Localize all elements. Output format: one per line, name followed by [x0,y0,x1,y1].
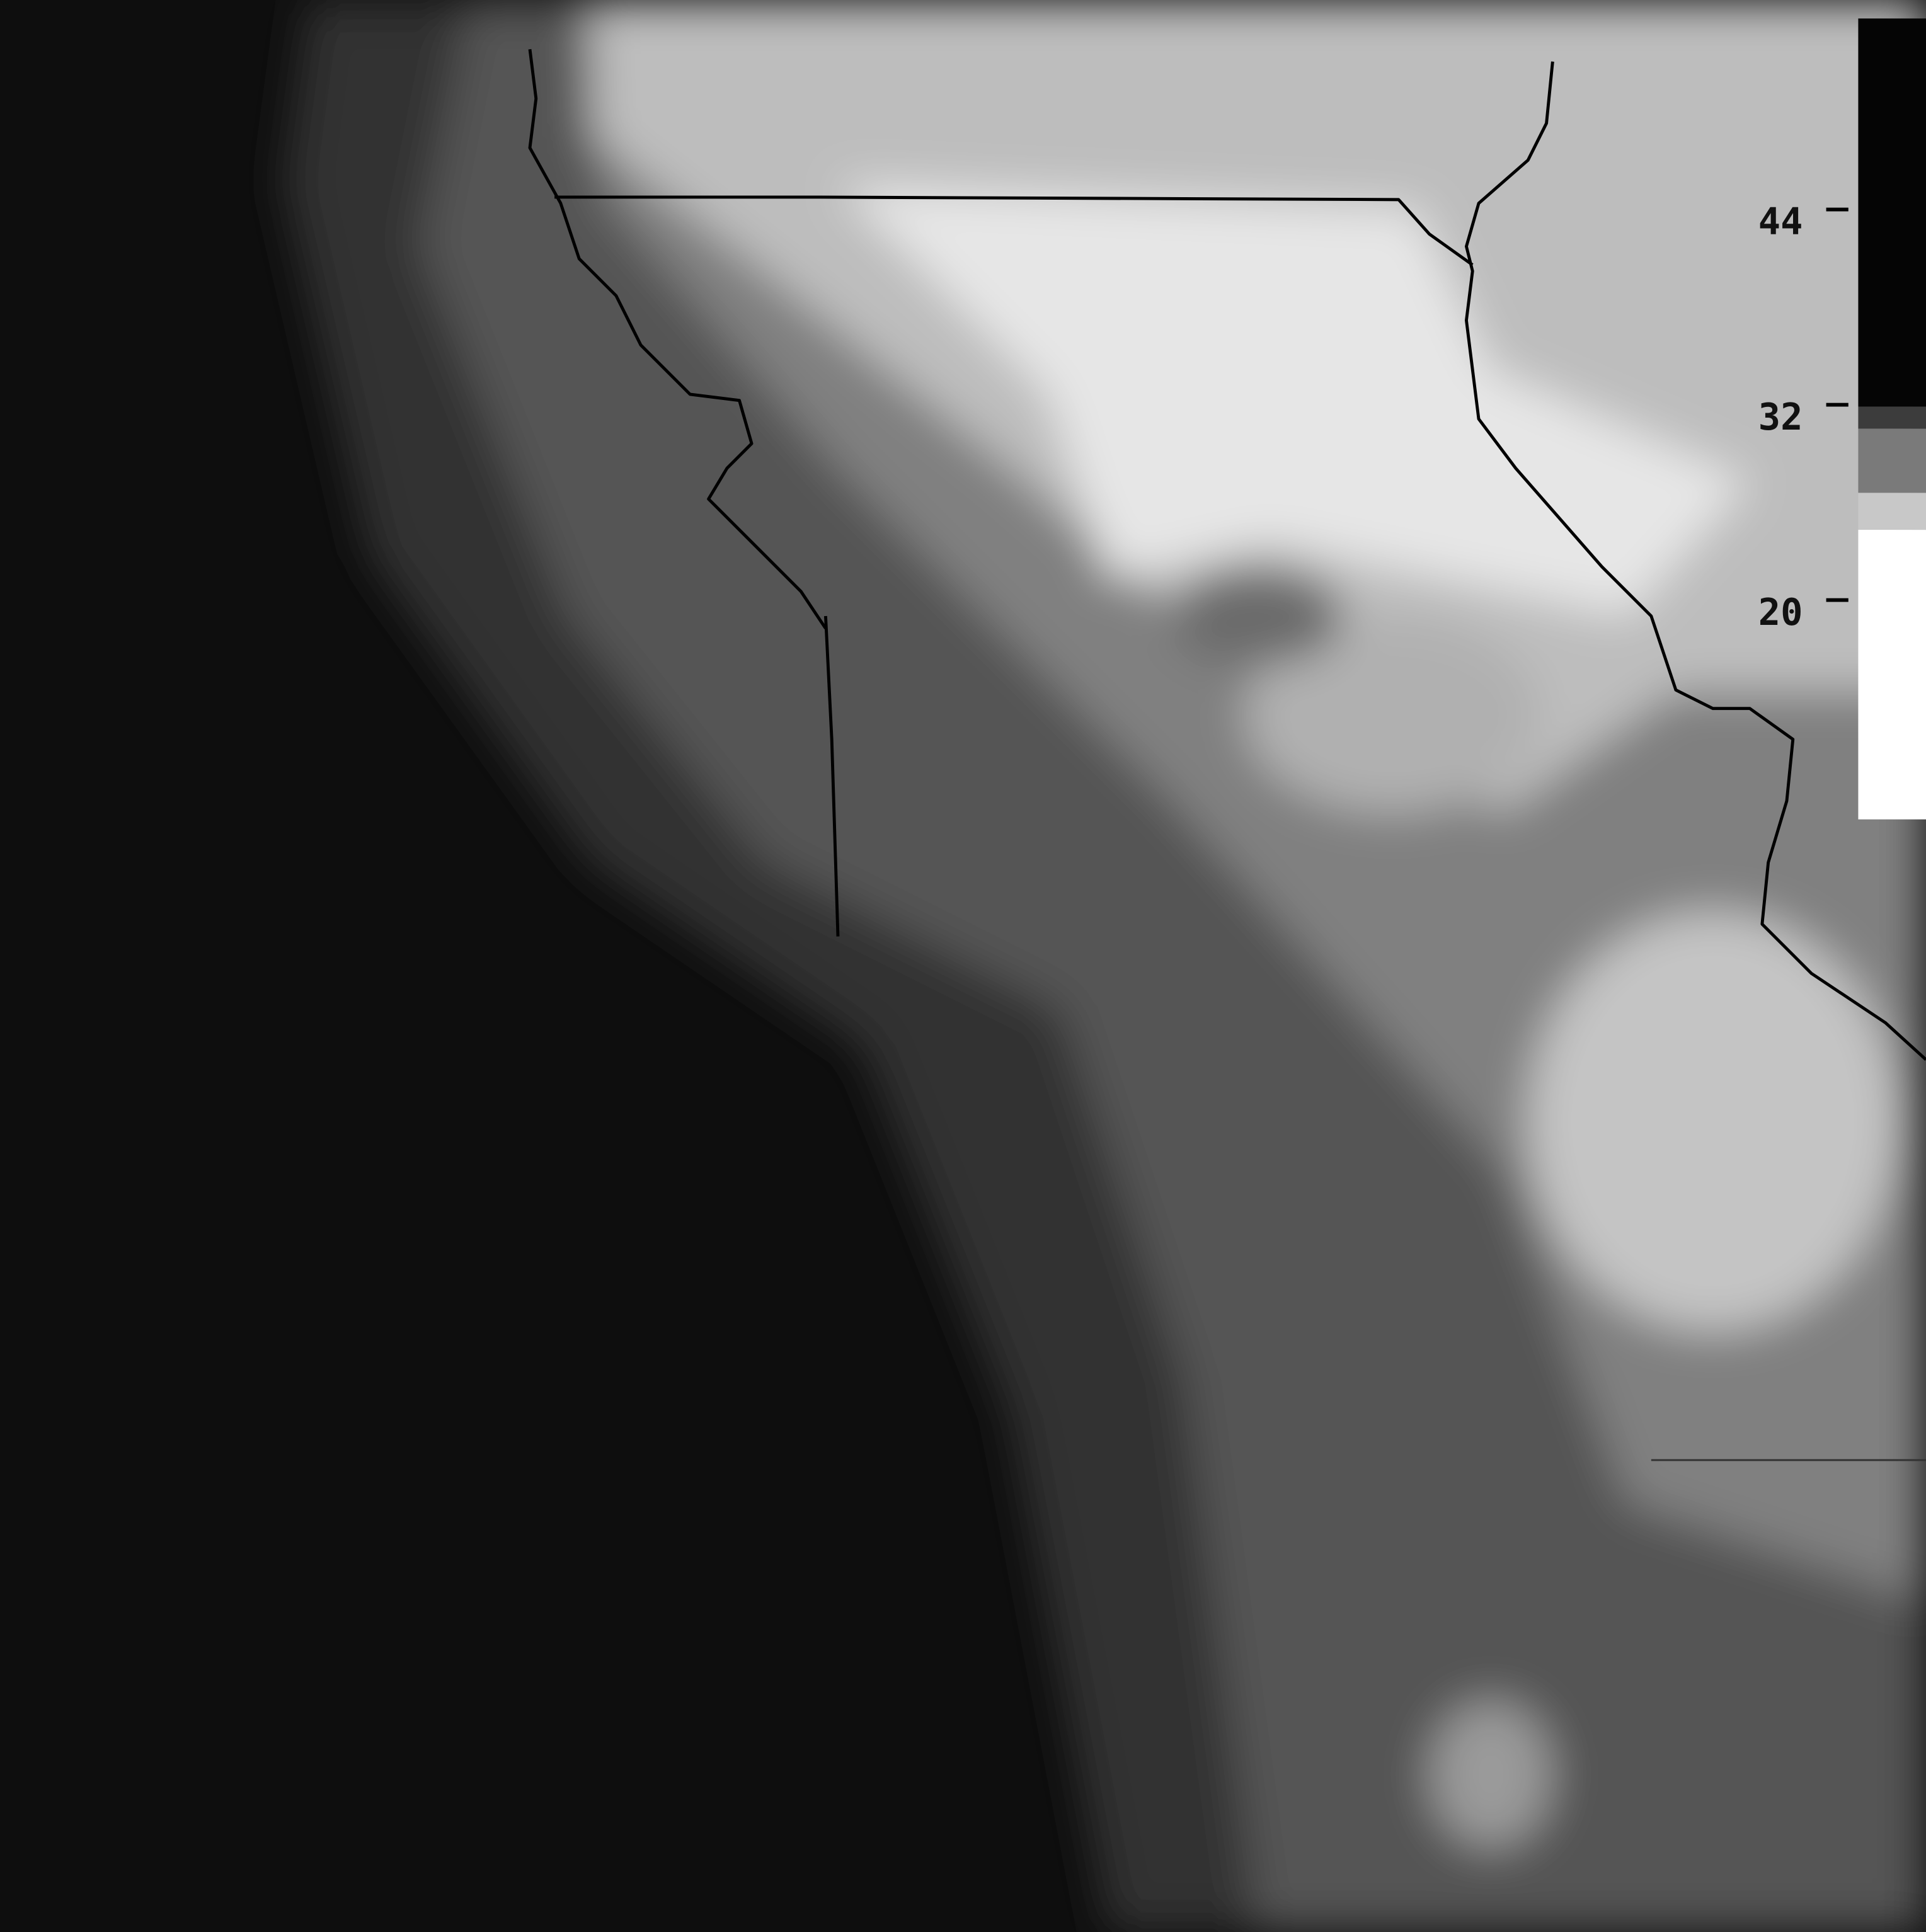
region [1528,912,1898,1331]
colorbar-segment [1858,428,1926,493]
region [1171,566,1343,666]
state-border [823,615,840,937]
colorbar-segment [1858,493,1926,530]
river [528,49,827,629]
river [1465,61,1926,1061]
boundaries [528,49,1926,1461]
colorbar [1858,18,1926,820]
colorbar-segment [1858,18,1926,407]
colorbar-tick-label: 20 [1758,591,1803,634]
state-border [554,195,1474,266]
region [1244,615,1540,813]
raster-field [283,0,1926,1932]
colorbar-segment [1858,530,1926,820]
region [837,185,1750,616]
colorbar-tick-label: 44 [1758,200,1803,243]
colorbar-tick-label: 32 [1758,396,1803,438]
region [1429,1700,1553,1848]
colorbar-segment [1858,406,1926,429]
